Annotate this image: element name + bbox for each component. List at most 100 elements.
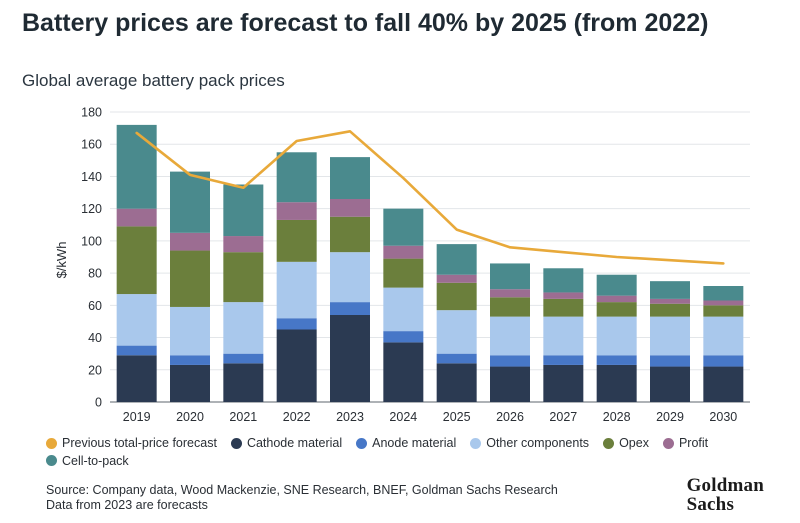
y-tick-label: 100 [81, 234, 102, 248]
x-tick-label: 2030 [709, 410, 737, 424]
legend-item: Profit [662, 435, 709, 451]
source-note: Source: Company data, Wood Mackenzie, SN… [46, 483, 558, 513]
bar-segment [490, 297, 530, 317]
legend: Previous total-price forecast Cathode mat… [46, 435, 746, 470]
y-tick-label: 80 [88, 267, 102, 281]
legend-item: Previous total-price forecast [46, 435, 217, 451]
bar-segment [276, 202, 317, 220]
bar-segment [703, 316, 744, 356]
bar-segment [223, 252, 264, 303]
bar-segment [383, 258, 424, 288]
x-tick-label: 2028 [603, 410, 631, 424]
bar-segment [383, 287, 424, 332]
bar-segment [596, 302, 637, 317]
source-text: Source: Company data, Wood Mackenzie, SN… [46, 483, 558, 497]
x-tick-label: 2027 [549, 410, 577, 424]
bar-segment [543, 364, 584, 402]
gridlines [110, 111, 750, 403]
bar-segment [596, 316, 637, 356]
bar-segment [543, 292, 584, 299]
bar-segment [330, 252, 370, 303]
legend-label: Previous total-price forecast [62, 436, 217, 450]
y-tick-label: 140 [81, 170, 102, 184]
bar-segment [116, 345, 157, 356]
bar-segment [276, 261, 317, 319]
bar-segment [703, 300, 744, 306]
legend-item: Cathode material [230, 435, 342, 451]
bar-segment [436, 363, 477, 402]
bar-segment [383, 342, 424, 402]
bar-segment [703, 286, 744, 301]
bar-segment [116, 294, 157, 346]
legend-swatch [603, 437, 615, 449]
x-tick-label: 2021 [229, 410, 257, 424]
bar-segment [650, 303, 690, 317]
bar-segment [330, 199, 370, 217]
x-tick-label: 2022 [283, 410, 311, 424]
legend-swatch [230, 437, 242, 449]
legend-swatch [356, 437, 368, 449]
y-tick-label: 120 [81, 202, 102, 216]
bar-segment [116, 124, 157, 209]
bar-segment [543, 298, 584, 317]
bar-segment [223, 184, 264, 237]
bar-segment [490, 263, 530, 290]
y-tick-label: 180 [81, 106, 102, 120]
y-axis-label: $/kWh [54, 242, 69, 279]
x-tick-label: 2025 [443, 410, 471, 424]
bar-segment [223, 236, 264, 253]
bar-segment [170, 306, 210, 356]
legend-swatch [662, 437, 674, 449]
bar-segment [223, 353, 264, 364]
bar-segment [650, 355, 690, 367]
bar-segment [223, 302, 264, 354]
bar-segment [596, 295, 637, 303]
bar-segment [330, 315, 370, 402]
bar-segment [650, 316, 690, 356]
y-tick-label: 40 [88, 331, 102, 345]
bar-segment [330, 216, 370, 253]
forecast-line [135, 130, 725, 265]
bar-segment [436, 244, 477, 275]
y-tick-label: 0 [95, 396, 102, 410]
forecast-line-group [135, 130, 725, 265]
logo-line-2: Sachs [686, 494, 735, 515]
bar-segment [383, 245, 424, 259]
bar-segment [490, 289, 530, 298]
legend-label: Other components [486, 436, 590, 450]
bar-segment [383, 208, 424, 246]
bar-segment [436, 282, 477, 311]
bar-segment [170, 232, 210, 251]
bar-segment [223, 363, 264, 402]
bar-segment [170, 364, 210, 402]
bar-segment [276, 219, 317, 262]
bar-segment [170, 355, 210, 365]
bars [116, 124, 744, 402]
bar-segment [116, 208, 157, 227]
legend-label: Profit [678, 436, 709, 450]
legend-item: Opex [603, 435, 649, 451]
legend-label: Cell-to-pack [62, 453, 129, 468]
x-tick-label: 2019 [123, 410, 151, 424]
bar-segment [276, 318, 317, 330]
chart-title: Battery prices are forecast to fall 40% … [22, 9, 709, 37]
bar-segment [170, 171, 210, 233]
bar-segment [650, 281, 690, 299]
bar-segment [116, 226, 157, 295]
x-axis-ticks: 2019 2020 2021 2022 2023 2024 2025 2026 2027 2028… [123, 410, 738, 424]
x-tick-label: 2029 [656, 410, 684, 424]
bar-segment [276, 152, 317, 203]
legend-item: Anode material [356, 435, 456, 451]
bar-segment [596, 364, 637, 402]
bar-segment [543, 268, 584, 293]
bar-segment [596, 355, 637, 365]
bar-segment [436, 310, 477, 354]
bar-segment [330, 157, 370, 199]
forecast-note: Data from 2023 are forecasts [46, 498, 208, 512]
bar-segment [703, 305, 744, 317]
bar-segment [436, 274, 477, 283]
y-tick-label: 160 [81, 138, 102, 152]
y-tick-label: 60 [88, 299, 102, 313]
bar-segment [543, 316, 584, 356]
